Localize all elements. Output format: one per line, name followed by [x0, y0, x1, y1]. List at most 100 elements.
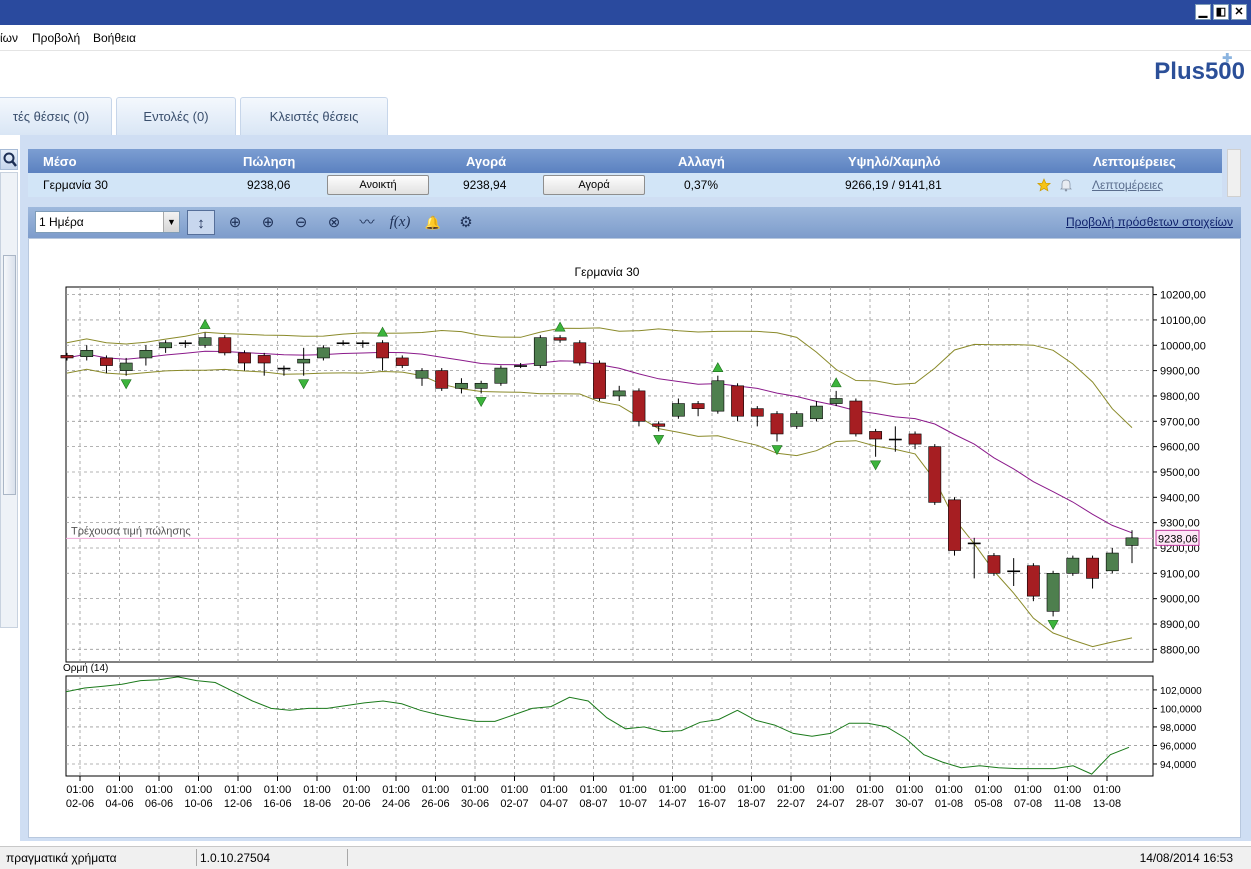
momentum-title: Ορμή (14)	[63, 662, 108, 674]
x-tick-date: 07-08	[1014, 798, 1042, 810]
header-sell[interactable]: Πώληση	[243, 154, 296, 169]
x-tick-time: 01:00	[1054, 784, 1082, 796]
x-tick-time: 01:00	[580, 784, 608, 796]
x-tick-date: 20-06	[342, 798, 370, 810]
zoom-in-icon: ⊕	[261, 214, 275, 231]
buy-button[interactable]: Αγορά	[543, 175, 645, 195]
down-arrow-marker	[1047, 620, 1059, 631]
cursor-tool-button[interactable]: ↕	[187, 210, 215, 235]
candle	[297, 347, 311, 376]
menu-item-view[interactable]: Προβολή	[32, 31, 81, 45]
candle-body	[80, 350, 94, 357]
candle	[1007, 558, 1021, 586]
candle-body	[1026, 565, 1040, 597]
candle-body	[731, 385, 744, 417]
x-tick-date: 10-07	[619, 798, 647, 810]
x-tick-time: 01:00	[1093, 784, 1121, 796]
current-price-tag	[1155, 529, 1200, 546]
candle	[1125, 530, 1139, 564]
x-tick-date: 14-07	[658, 798, 686, 810]
table-row[interactable]: Γερμανία 30 9238,06 Ανοικτή 9238,94 Αγορ…	[28, 173, 1222, 197]
tab-closed-positions[interactable]: Κλειστές θέσεις	[240, 97, 388, 135]
sell-button[interactable]: Ανοικτή	[327, 175, 429, 195]
candle	[100, 355, 113, 374]
alerts-button[interactable]: 🔔	[419, 210, 447, 235]
header-buy[interactable]: Αγορά	[466, 154, 507, 169]
candle-body	[770, 413, 784, 435]
candle	[474, 380, 488, 394]
candle	[790, 411, 804, 429]
header-highlow[interactable]: Υψηλό/Χαμηλό	[848, 154, 941, 169]
candle-body	[711, 380, 725, 412]
left-scrollbar[interactable]	[0, 172, 18, 628]
more-info-link[interactable]: Προβολή πρόσθετων στοιχείων	[1065, 215, 1233, 229]
candle-body	[593, 362, 606, 399]
minimize-button[interactable]: ▁	[1195, 4, 1211, 20]
bollinger-upper-line	[66, 327, 1133, 428]
momentum-line	[65, 676, 1130, 775]
x-tick-time: 01:00	[343, 784, 371, 796]
candle-body	[218, 337, 232, 354]
zoom-reset-button[interactable]: ⊗	[320, 210, 348, 235]
header-change[interactable]: Αλλαγή	[678, 154, 725, 169]
tab-open-positions[interactable]: τές θέσεις (0)	[0, 97, 112, 135]
left-scrollbar-thumb[interactable]	[3, 255, 16, 495]
zoom-in-button[interactable]: ⊕	[254, 210, 282, 235]
chevron-down-icon[interactable]: ▼	[163, 212, 179, 232]
menu-item-positions[interactable]: ίων	[0, 31, 19, 45]
header-instrument[interactable]: Μέσο	[43, 154, 77, 169]
alert-bell-icon[interactable]	[1059, 178, 1073, 192]
x-tick-time: 01:00	[501, 784, 529, 796]
x-tick-date: 18-06	[303, 798, 331, 810]
tab-orders[interactable]: Εντολές (0)	[116, 97, 236, 135]
function-button[interactable]: f(x)	[386, 210, 414, 235]
candle	[415, 368, 429, 386]
x-tick-time: 01:00	[422, 784, 450, 796]
candle	[770, 411, 784, 442]
candle-body	[159, 342, 173, 349]
settings-button[interactable]: ⚙	[452, 210, 480, 235]
x-tick-date: 18-07	[737, 798, 765, 810]
menu-item-help[interactable]: Βοήθεια	[93, 31, 136, 45]
settings-gear-icon: ⚙	[459, 214, 473, 231]
candle	[257, 352, 271, 376]
candle	[869, 428, 883, 457]
header-details[interactable]: Λεπτομέρειες	[1093, 154, 1176, 169]
y-tick-label: 9400,00	[1160, 492, 1200, 504]
candle-body	[415, 370, 429, 379]
candle-body	[948, 499, 961, 551]
zoom-out-button[interactable]: ⊖	[287, 210, 315, 235]
x-tick-date: 16-07	[698, 798, 726, 810]
candle	[494, 365, 508, 386]
line-tool-icon: 〰	[359, 214, 375, 231]
x-tick-date: 28-07	[856, 798, 884, 810]
period-select[interactable]: 1 Ημέρα ▼	[35, 211, 180, 233]
maximize-button[interactable]: ◧	[1213, 4, 1229, 20]
candle	[967, 537, 981, 579]
close-button[interactable]: ✕	[1231, 4, 1247, 20]
details-link[interactable]: Λεπτομέρειες	[1092, 178, 1164, 192]
momentum-plot[interactable]: 102,0000 100,0000 98,0000 96,0000 94,0000	[65, 675, 1202, 777]
chart-panel[interactable]: Γερμανία 30 10200,00 10100,00 10000,00 9900…	[28, 238, 1241, 838]
candle	[198, 332, 212, 348]
x-tick-date: 12-06	[224, 798, 252, 810]
down-arrow-marker	[120, 379, 132, 390]
x-tick-date: 30-07	[895, 798, 923, 810]
candle	[573, 340, 587, 366]
zoom-reset-icon: ⊗	[327, 214, 341, 231]
price-plot[interactable]: 10200,00 10100,00 10000,00 9900,00 9800,00 97…	[60, 286, 1206, 663]
line-tool-button[interactable]: 〰	[353, 210, 381, 235]
table-scrollbar[interactable]	[1227, 149, 1241, 197]
crosshair-button[interactable]: ⊕	[221, 210, 249, 235]
chart-canvas[interactable]: Γερμανία 30 10200,00 10100,00 10000,00 9900…	[29, 239, 1240, 837]
favorite-star-icon[interactable]	[1037, 178, 1051, 192]
current-price-label: Τρέχουσα τιμή πώλησης	[71, 525, 191, 537]
y-tick-label: 9800,00	[1160, 391, 1200, 403]
tab-label: Εντολές (0)	[143, 109, 209, 124]
candle	[750, 406, 764, 427]
candle	[612, 385, 626, 402]
y-tick-label: 10000,00	[1160, 340, 1206, 352]
search-button[interactable]	[0, 149, 18, 170]
candle	[987, 553, 1001, 576]
logo-text: Plus500	[1154, 58, 1245, 85]
